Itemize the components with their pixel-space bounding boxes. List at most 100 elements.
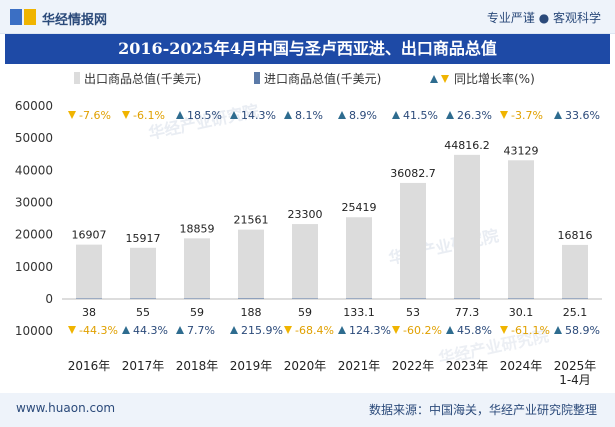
y-tick-label: 40000 [15, 163, 53, 177]
export-growth-label: 8.9% [349, 109, 377, 122]
export-bar [508, 160, 534, 299]
huajing-logo-icon [10, 9, 36, 25]
import-growth-label: -68.4% [295, 324, 334, 337]
export-bar [184, 238, 210, 299]
down-triangle-icon [68, 326, 76, 334]
x-tick-label: 2017年 [122, 359, 165, 373]
y-tick-label: 20000 [15, 228, 53, 242]
export-bar [454, 154, 480, 299]
export-bar [76, 244, 102, 299]
down-triangle-icon [122, 111, 130, 119]
down-triangle-icon [68, 111, 76, 119]
export-growth-label: -6.1% [133, 109, 165, 122]
export-value-label: 44816.2 [444, 139, 490, 152]
export-growth-label: 8.1% [295, 109, 323, 122]
export-bar [238, 229, 264, 299]
legend-swatch-import [254, 72, 260, 84]
import-growth-label: -61.1% [511, 324, 550, 337]
up-triangle-icon [392, 111, 400, 119]
down-triangle-icon [284, 326, 292, 334]
legend-down-triangle-icon [441, 75, 449, 83]
footer-bar: www.huaon.com 数据来源：中国海关，华经产业研究院整理 [0, 393, 615, 427]
up-triangle-icon [230, 326, 238, 334]
import-growth-label: 45.8% [457, 324, 492, 337]
up-triangle-icon [446, 111, 454, 119]
y-tick-label: 0 [45, 292, 53, 306]
export-growth-label: 33.6% [565, 109, 600, 122]
y-tick-label: 10000 [15, 260, 53, 274]
x-tick-label: 2023年 [446, 359, 489, 373]
export-growth-label: -3.7% [511, 109, 543, 122]
x-tick-label: 2022年 [392, 359, 435, 373]
export-value-label: 25419 [342, 201, 377, 214]
import-bar [562, 298, 588, 299]
up-triangle-icon [230, 111, 238, 119]
up-triangle-icon [338, 111, 346, 119]
chart-title: 2016-2025年4月中国与圣卢西亚进、出口商品总值 [5, 34, 610, 64]
export-value-label: 43129 [504, 144, 539, 157]
legend-label-growth: 同比增长率(%) [454, 71, 535, 86]
import-value-label: 30.1 [509, 306, 534, 319]
export-bar [562, 244, 588, 299]
import-value-label: 133.1 [343, 306, 375, 319]
legend-label-export: 出口商品总值(千美元) [84, 71, 201, 86]
down-triangle-icon [500, 326, 508, 334]
import-bar [508, 298, 534, 299]
x-tick-label: 2024年 [500, 359, 543, 373]
export-growth-label: 14.3% [241, 109, 276, 122]
up-triangle-icon [176, 111, 184, 119]
import-bar [292, 298, 318, 299]
import-value-label: 25.1 [563, 306, 588, 319]
import-value-label: 38 [82, 306, 96, 319]
import-value-label: 59 [298, 306, 312, 319]
top-bar: 华经情报网 专业严谨 ● 客观科学 [0, 0, 615, 34]
export-value-label: 21561 [234, 214, 269, 227]
down-triangle-icon [392, 326, 400, 334]
import-value-label: 77.3 [455, 306, 480, 319]
import-value-label: 53 [406, 306, 420, 319]
down-triangle-icon [500, 111, 508, 119]
import-bar [76, 298, 102, 299]
up-triangle-icon [446, 326, 454, 334]
tagline: 专业严谨 ● 客观科学 [486, 11, 601, 25]
export-growth-label: 26.3% [457, 109, 492, 122]
import-value-label: 188 [241, 306, 262, 319]
up-triangle-icon [554, 111, 562, 119]
y-tick-label: 30000 [15, 196, 53, 210]
export-value-label: 16816 [558, 229, 593, 242]
import-growth-label: -44.3% [79, 324, 118, 337]
export-value-label: 23300 [288, 208, 323, 221]
export-bar [400, 182, 426, 299]
up-triangle-icon [122, 326, 130, 334]
export-growth-label: 41.5% [403, 109, 438, 122]
data-source: 数据来源：中国海关，华经产业研究院整理 [368, 403, 597, 417]
import-growth-label: 44.3% [133, 324, 168, 337]
import-growth-label: 124.3% [349, 324, 391, 337]
import-bar [346, 298, 372, 299]
up-triangle-icon [176, 326, 184, 334]
export-value-label: 16907 [72, 229, 107, 242]
x-tick-label: 2019年 [230, 359, 273, 373]
x-tick-label: 2016年 [68, 359, 111, 373]
import-bar [130, 298, 156, 299]
legend-up-triangle-icon [430, 75, 438, 83]
x-tick-label: 2018年 [176, 359, 219, 373]
import-growth-label: 215.9% [241, 324, 283, 337]
up-triangle-icon [338, 326, 346, 334]
up-triangle-icon [284, 111, 292, 119]
import-bar [184, 298, 210, 299]
import-growth-label: 58.9% [565, 324, 600, 337]
x-tick-label: 2020年 [284, 359, 327, 373]
y-tick-label: 60000 [15, 99, 53, 113]
website-link[interactable]: www.huaon.com [16, 401, 116, 415]
import-bar [238, 298, 264, 299]
export-value-label: 18859 [180, 222, 215, 235]
y-tick-label: 10000 [15, 324, 53, 338]
export-growth-label: 18.5% [187, 109, 222, 122]
x-tick-label: 2025年 [554, 359, 597, 373]
x-tick-label: 2021年 [338, 359, 381, 373]
import-growth-label: 7.7% [187, 324, 215, 337]
up-triangle-icon [554, 326, 562, 334]
import-bar [454, 298, 480, 299]
